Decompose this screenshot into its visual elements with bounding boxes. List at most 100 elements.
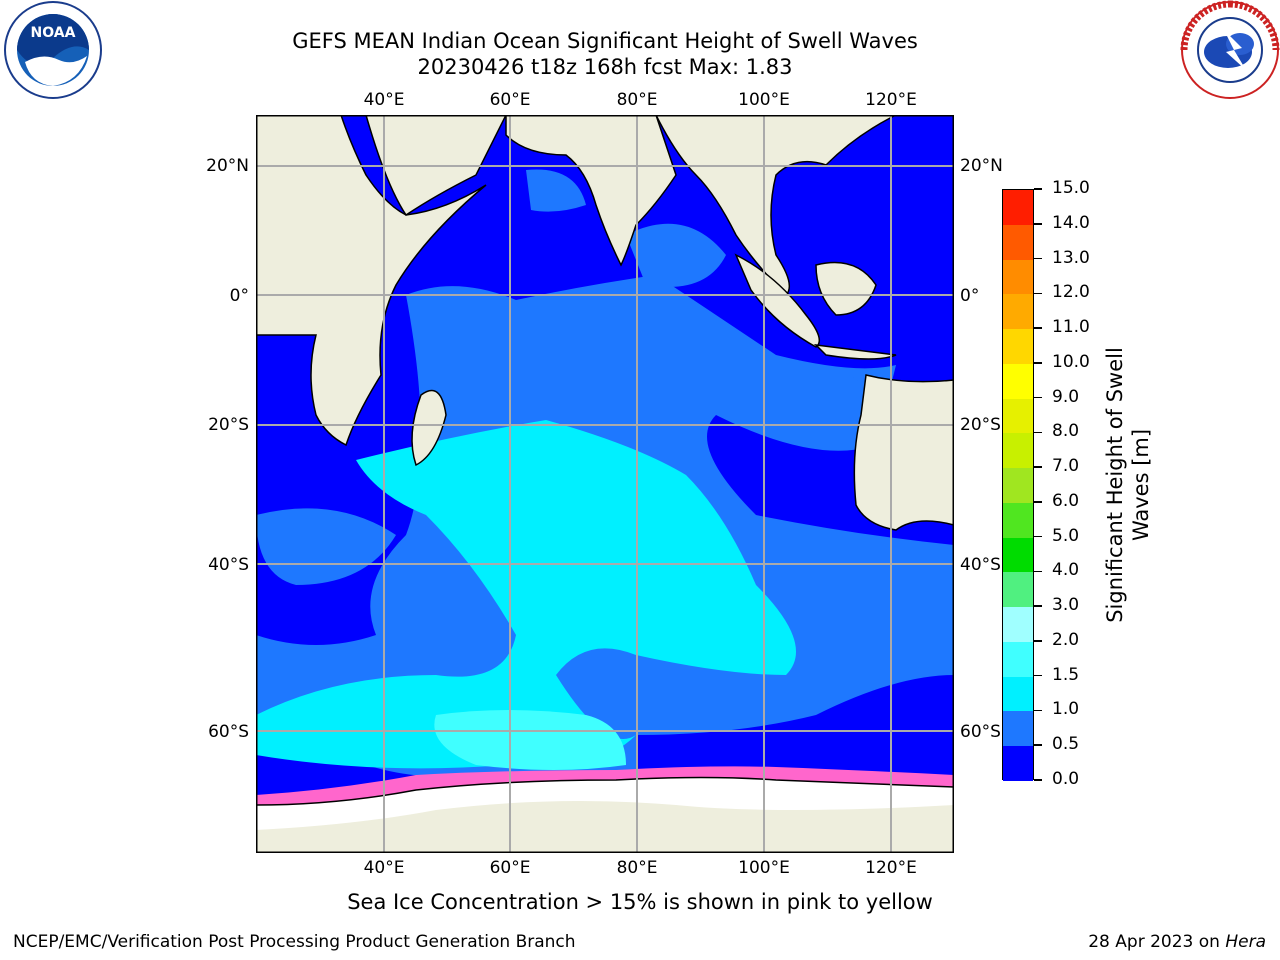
swell-band-1.5-2m [434,710,626,770]
colorbar-title: Significant Height of Swell Waves [m] [1102,347,1154,623]
colorbar-tick-label: 0.0 [1052,769,1080,789]
sea-ice-note: Sea Ice Concentration > 15% is shown in … [347,890,933,914]
lat-label-left-20s: 20°S [208,415,249,435]
colorbar-tick-label: 0.5 [1052,734,1080,755]
colorbar-tick-mark [1034,223,1042,225]
colorbar-tick-label: 1.5 [1052,664,1080,685]
colorbar-tick-label: 7.0 [1052,456,1080,477]
colorbar-segment [1003,224,1033,260]
swell-band-1-1.5m [256,420,796,769]
colorbar-tick-mark [1034,570,1042,573]
colorbar-segment [1003,329,1033,364]
colorbar-tick-mark [1034,327,1042,329]
swell-height-map [256,115,954,853]
colorbar-tick-mark [1034,501,1042,503]
colorbar-segment [1003,537,1033,573]
national-weather-service-logo [1180,0,1280,99]
chart-title: GEFS MEAN Indian Ocean Significant Heigh… [292,29,918,53]
borneo-land [815,261,877,316]
colorbar-tick-mark [1034,431,1042,434]
map-frame [256,115,954,853]
noaa-logo-text: NOAA [31,25,76,41]
colorbar-segment [1003,607,1033,642]
host-name: Hera [1225,932,1266,952]
colorbar-segment [1003,711,1033,746]
map-gridlines [256,115,954,853]
lat-label-right-20s: 20°S [960,415,1001,435]
lat-label-left-40s: 40°S [208,555,249,575]
colorbar-segment [1003,502,1033,538]
colorbar-tick-mark [1034,362,1042,364]
swell-band-0.5-1m-north [526,169,866,399]
lat-label-right-40s: 40°S [960,555,1001,575]
colorbar-tick-mark [1034,535,1042,538]
lon-label-top-40e: 40°E [363,90,405,110]
colorbar-segment [1003,676,1033,712]
colorbar-tick-label: 9.0 [1052,386,1080,407]
colorbar-tick-label: 14.0 [1052,212,1090,233]
colorbar-tick-label: 4.0 [1052,560,1080,581]
colorbar-segment [1003,294,1033,329]
lat-label-left-60s: 60°S [208,722,249,742]
lon-label-top-100e: 100°E [738,90,790,110]
colorbar-tick-mark [1034,605,1042,607]
lat-label-left-20n: 20°N [206,156,249,176]
colorbar-tick-mark [1034,257,1042,260]
lon-label-top-120e: 120°E [865,90,917,110]
colorbar-tick-label: 1.0 [1052,699,1080,720]
colorbar-tick-label: 5.0 [1052,525,1080,546]
colorbar-tick-label: 13.0 [1052,247,1090,268]
java-land [813,343,897,360]
colorbar-tick-mark [1034,709,1042,712]
india-land [505,115,677,267]
colorbar-tick-label: 3.0 [1052,595,1080,616]
colorbar-tick-mark [1034,466,1042,468]
colorbar-tick-mark [1034,744,1042,746]
lat-label-right-20n: 20°N [960,156,1003,176]
australia-land [853,374,954,531]
colorbar-segment [1003,641,1033,677]
colorbar-segment [1003,468,1033,503]
colorbar-segment [1003,398,1033,434]
colorbar-segment [1003,363,1033,399]
swell-band-0.5-1m-west [256,508,396,585]
lon-label-bottom-100e: 100°E [738,858,790,878]
colorbar-segment [1003,572,1033,607]
credit-text: NCEP/EMC/Verification Post Processing Pr… [13,932,576,952]
colorbar-tick-mark [1034,396,1042,399]
colorbar-tick-label: 11.0 [1052,317,1090,338]
lat-label-left-0: 0° [229,286,249,306]
lat-label-right-60s: 60°S [960,722,1001,742]
colorbar-tick-label: 6.0 [1052,490,1080,511]
lon-label-bottom-80e: 80°E [616,858,658,878]
colorbar-tick-mark [1034,188,1042,190]
colorbar-segment [1003,190,1033,225]
lon-label-bottom-60e: 60°E [489,858,531,878]
sumatra-land [734,253,821,348]
lon-label-bottom-40e: 40°E [363,858,405,878]
colorbar-segment [1003,433,1033,468]
colorbar-tick-mark [1034,674,1042,677]
colorbar-tick-mark [1034,292,1042,295]
colorbar-tick-label: 8.0 [1052,421,1080,442]
africa-land [256,115,487,447]
lat-label-right-0: 0° [960,286,980,306]
lon-label-top-80e: 80°E [616,90,658,110]
colorbar-tick-label: 10.0 [1052,351,1090,372]
date-prefix: 28 Apr 2023 on [1088,932,1226,952]
colorbar-segment [1003,746,1033,781]
antarctica-coast-shading [256,801,954,853]
colorbar-title-line2: Waves [m] [1129,428,1153,542]
lon-label-bottom-120e: 120°E [865,858,917,878]
colorbar-segment [1003,259,1033,295]
colorbar-tick-label: 15.0 [1052,178,1090,198]
lon-label-top-60e: 60°E [489,90,531,110]
noaa-logo: NOAA [4,1,102,99]
colorbar-tick-label: 12.0 [1052,282,1090,303]
colorbar-tick-mark [1034,779,1042,781]
colorbar-tick-mark [1034,640,1042,642]
date-text: 28 Apr 2023 on Hera [1088,932,1266,952]
madagascar-land [411,389,447,467]
colorbar-tick-label: 2.0 [1052,629,1080,650]
colorbar-title-line1: Significant Height of Swell [1103,347,1127,623]
